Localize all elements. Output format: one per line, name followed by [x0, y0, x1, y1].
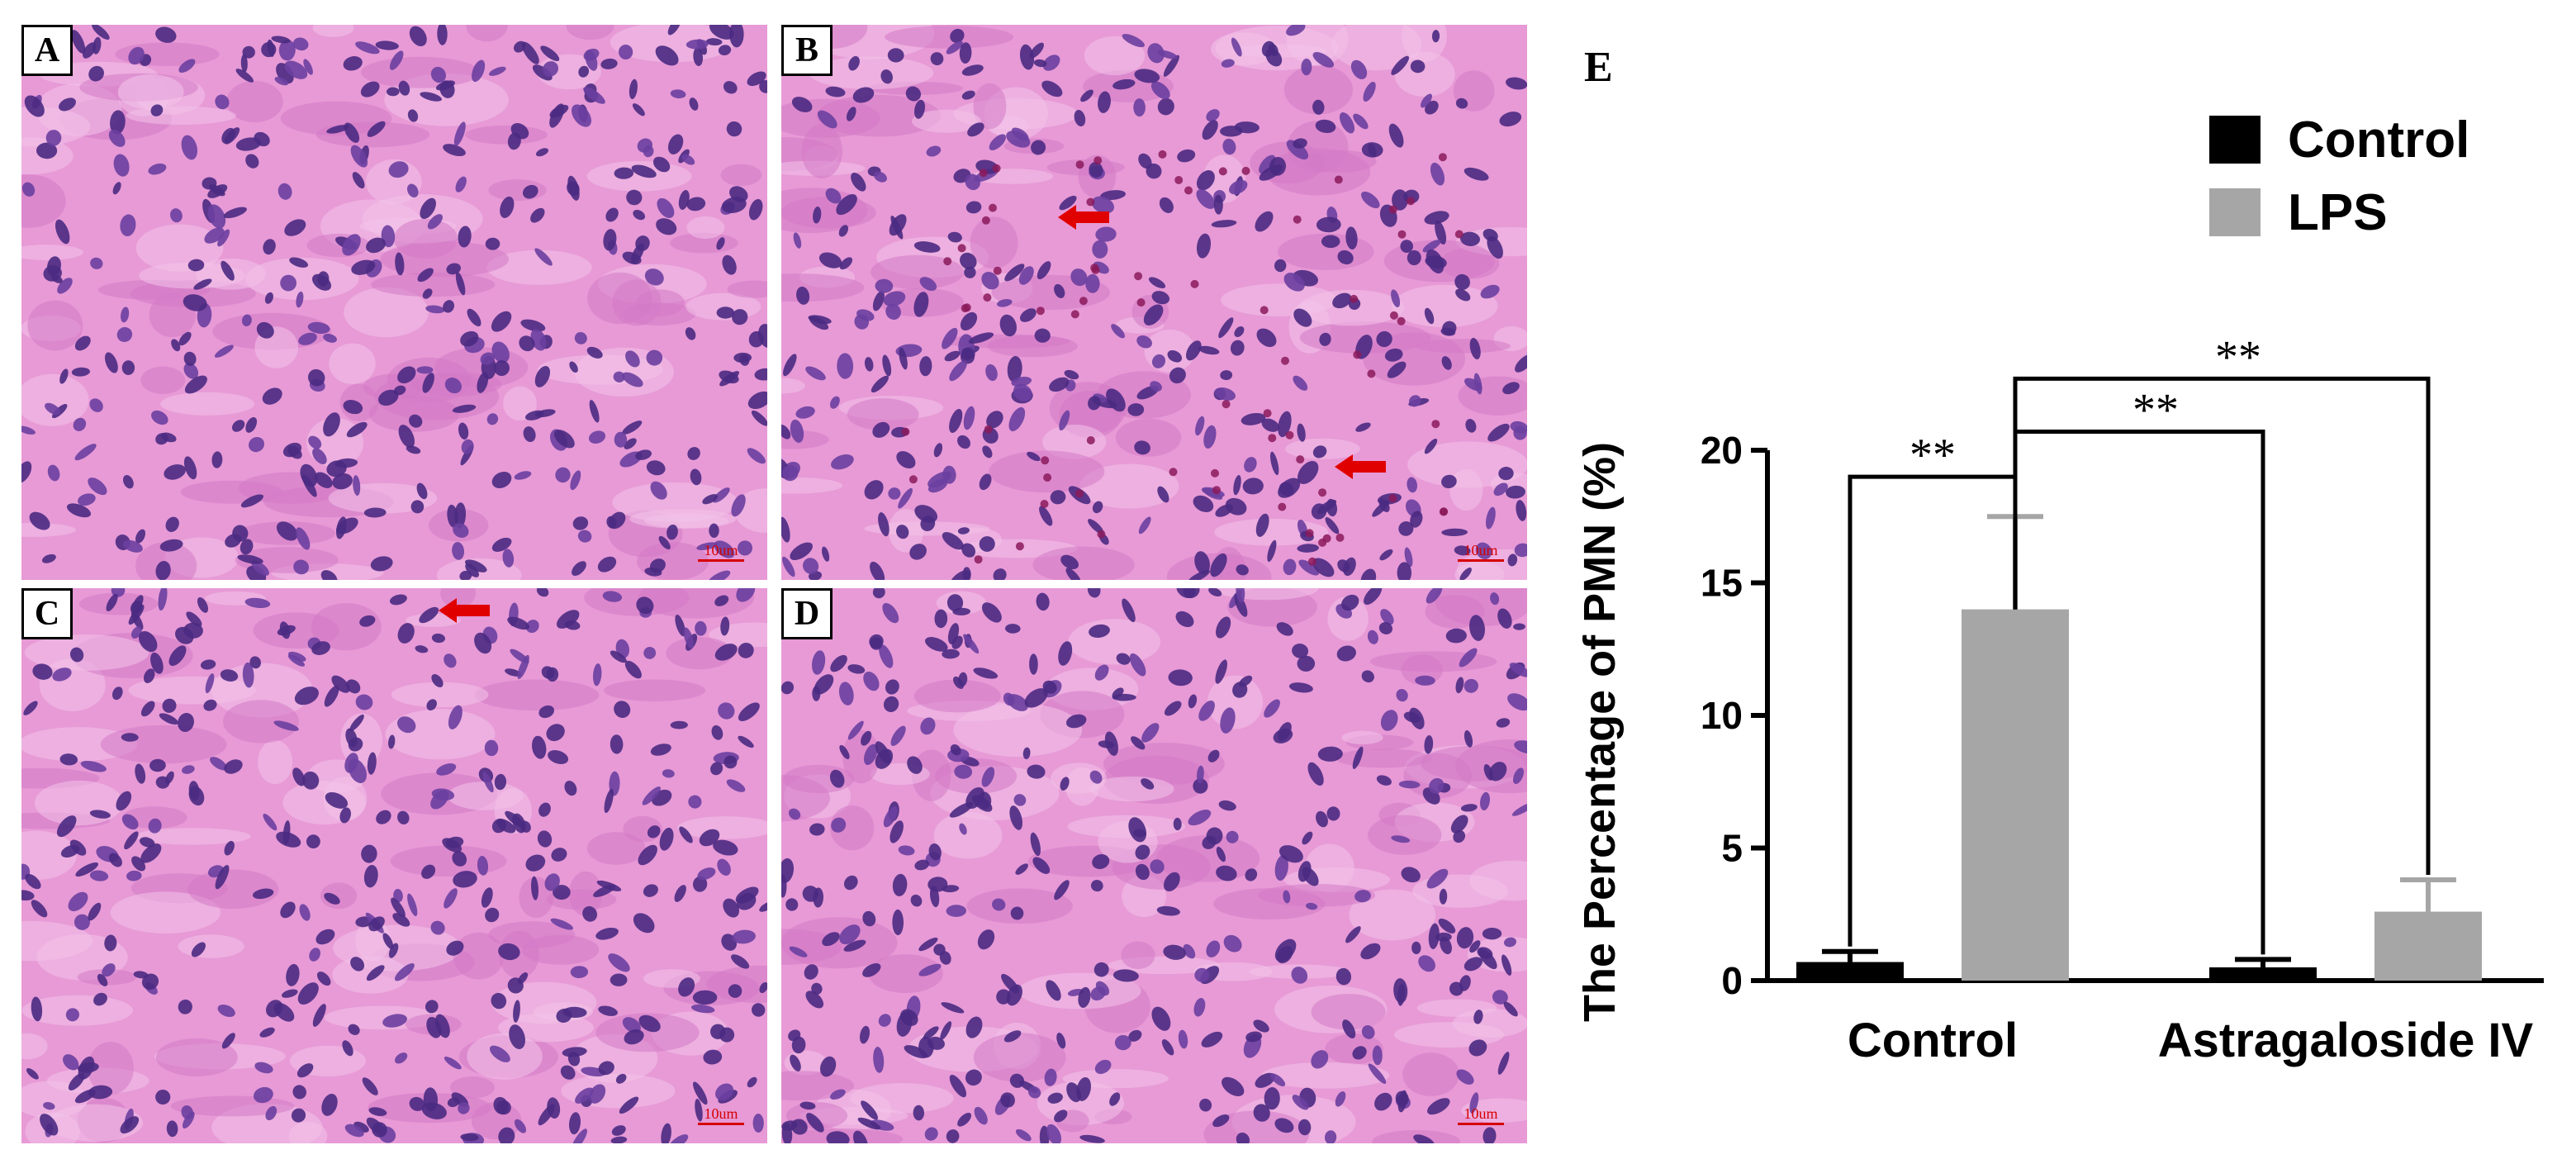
- bar: [1796, 962, 1904, 981]
- pmn-arrow-icon: [1335, 454, 1386, 479]
- x-category-label: Astragaloside IV: [2158, 1014, 2534, 1067]
- scale-bar-a: 10um: [698, 543, 744, 562]
- scale-bar-c: 10um: [698, 1106, 744, 1125]
- pmn-arrow-icon: [1058, 205, 1109, 230]
- bar: [2209, 967, 2317, 981]
- scale-bar-a-text: 10um: [704, 542, 738, 558]
- bar: [2374, 911, 2482, 981]
- panel-label-c: C: [21, 588, 73, 639]
- scale-bar-b: 10um: [1458, 543, 1504, 562]
- scale-bar-d: 10um: [1458, 1106, 1504, 1125]
- legend-label-1: LPS: [2288, 184, 2388, 241]
- x-category-label: Control: [1848, 1014, 2018, 1067]
- panel-label-b: B: [781, 25, 833, 76]
- pmn-bar-chart: E Control LPS 0 5 10 15 20 The Percentage of PMN…: [1575, 44, 2544, 1067]
- micrograph-a-image: [21, 25, 767, 580]
- micrograph-panel-a: A 10um: [21, 25, 767, 580]
- micrograph-c-image: [21, 588, 767, 1143]
- legend-swatch-1: [2209, 188, 2261, 236]
- legend-swatch-0: [2209, 116, 2261, 164]
- significance-bracket: [2013, 376, 2431, 876]
- bar: [1962, 609, 2069, 981]
- scale-bar-d-text: 10um: [1464, 1105, 1498, 1122]
- y-tick-label: 15: [1701, 562, 1743, 605]
- panel-label-d: D: [781, 588, 833, 639]
- y-tick-label: 5: [1721, 827, 1743, 870]
- significance-stars: **: [2132, 385, 2179, 436]
- panel-label-e: E: [1584, 44, 1613, 91]
- scale-bar-b-text: 10um: [1464, 542, 1498, 558]
- micrograph-panel-d: D 10um: [781, 588, 1527, 1143]
- y-tick-label: 0: [1721, 959, 1743, 1002]
- pmn-arrow-icon: [439, 598, 490, 623]
- significance-stars: **: [2215, 331, 2261, 382]
- y-tick-label: 10: [1701, 694, 1743, 737]
- micrograph-d-image: [781, 588, 1527, 1143]
- scale-bar-c-text: 10um: [704, 1105, 738, 1122]
- y-tick-label: 20: [1701, 429, 1743, 472]
- significance-stars: **: [1909, 430, 1956, 481]
- micrograph-b-image: [781, 25, 1527, 580]
- legend-label-0: Control: [2288, 112, 2469, 169]
- micrograph-panel-b: B 10um: [781, 25, 1527, 580]
- y-axis-label: The Percentage of PMN (%): [1575, 442, 1625, 1022]
- micrograph-panel-c: C 10um: [21, 588, 767, 1143]
- panel-label-a: A: [21, 25, 73, 76]
